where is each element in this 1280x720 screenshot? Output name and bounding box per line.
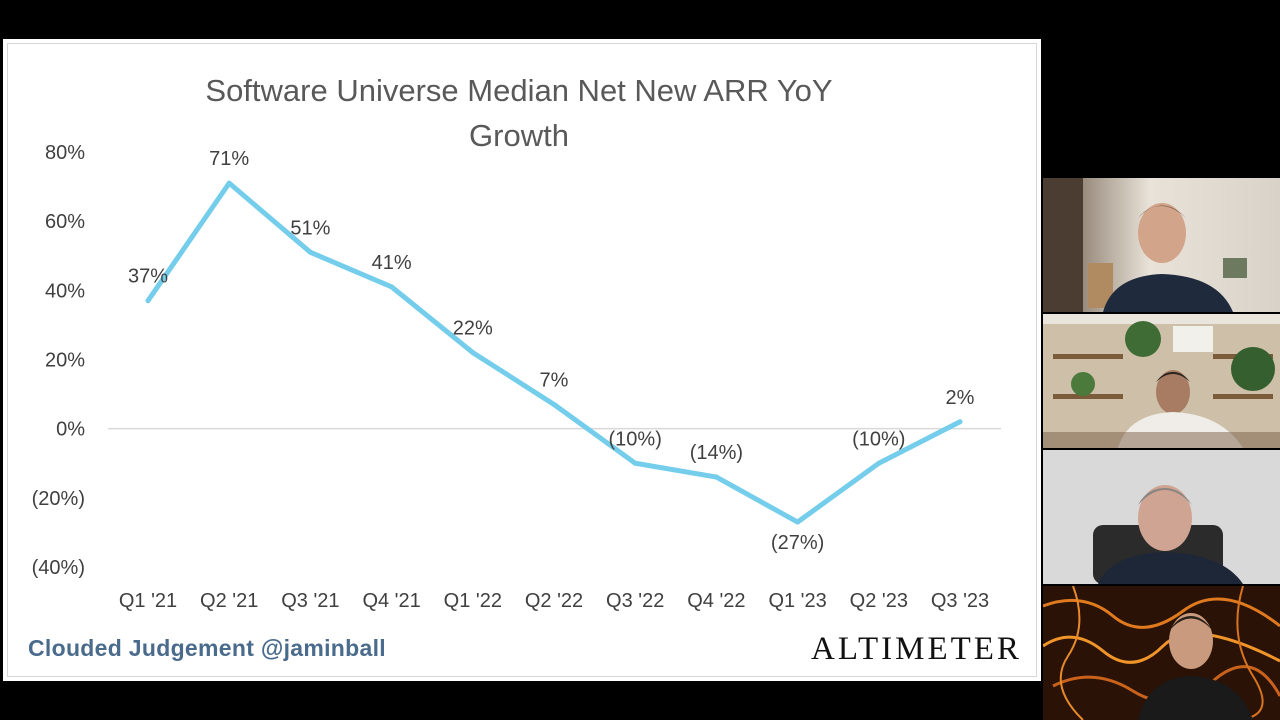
- data-point: [470, 350, 476, 356]
- data-point: [145, 298, 151, 304]
- data-label: (14%): [690, 442, 743, 464]
- x-tick-label: Q3 '22: [606, 590, 664, 612]
- y-tick-label: (20%): [32, 488, 85, 510]
- participant-video-2[interactable]: [1043, 314, 1280, 448]
- data-label: 51%: [290, 217, 330, 239]
- altimeter-logo: ALTIMETER: [811, 631, 1022, 667]
- x-tick-label: Q1 '22: [444, 590, 502, 612]
- x-tick-label: Q4 '22: [687, 590, 745, 612]
- data-label: 2%: [946, 387, 975, 409]
- y-tick-label: 20%: [45, 350, 85, 372]
- x-tick-label: Q2 '22: [525, 590, 583, 612]
- chart-title-line-1: Software Universe Median Net New ARR YoY: [205, 73, 832, 108]
- x-tick-label: Q2 '21: [200, 590, 258, 612]
- y-tick-label: 80%: [45, 142, 85, 164]
- data-point: [957, 419, 963, 425]
- chart-title-line-2: Growth: [469, 118, 569, 153]
- x-tick-label: Q1 '23: [768, 590, 826, 612]
- slide-border: [7, 43, 1037, 677]
- data-label: 41%: [372, 252, 412, 274]
- data-point: [551, 401, 557, 407]
- y-tick-label: 60%: [45, 211, 85, 233]
- data-point: [713, 474, 719, 480]
- data-label: 22%: [453, 318, 493, 340]
- presentation-slide: Software Universe Median Net New ARR YoY…: [3, 39, 1041, 681]
- data-point: [389, 284, 395, 290]
- x-tick-label: Q3 '21: [281, 590, 339, 612]
- y-tick-label: (40%): [32, 557, 85, 579]
- data-label: 7%: [540, 369, 569, 391]
- x-tick-label: Q4 '21: [362, 590, 420, 612]
- line-chart: Software Universe Median Net New ARR YoY…: [32, 73, 1001, 612]
- data-label: (27%): [771, 532, 824, 554]
- data-point: [876, 460, 882, 466]
- participant-video-3[interactable]: [1043, 450, 1280, 584]
- y-tick-label: 40%: [45, 280, 85, 302]
- data-point: [632, 460, 638, 466]
- x-tick-label: Q2 '23: [850, 590, 908, 612]
- participant-video-4[interactable]: [1043, 586, 1280, 720]
- data-label: (10%): [609, 428, 662, 450]
- y-tick-label: 0%: [56, 419, 85, 441]
- data-label: (10%): [852, 428, 905, 450]
- data-point: [226, 180, 232, 186]
- x-tick-label: Q1 '21: [119, 590, 177, 612]
- data-label: 37%: [128, 266, 168, 288]
- participant-video-1[interactable]: [1043, 178, 1280, 312]
- footer-source-label: Clouded Judgement @jaminball: [28, 635, 386, 661]
- series-line: [145, 180, 963, 525]
- x-tick-label: Q3 '23: [931, 590, 989, 612]
- data-point: [795, 519, 801, 525]
- data-point: [307, 249, 313, 255]
- data-label: 71%: [209, 148, 249, 170]
